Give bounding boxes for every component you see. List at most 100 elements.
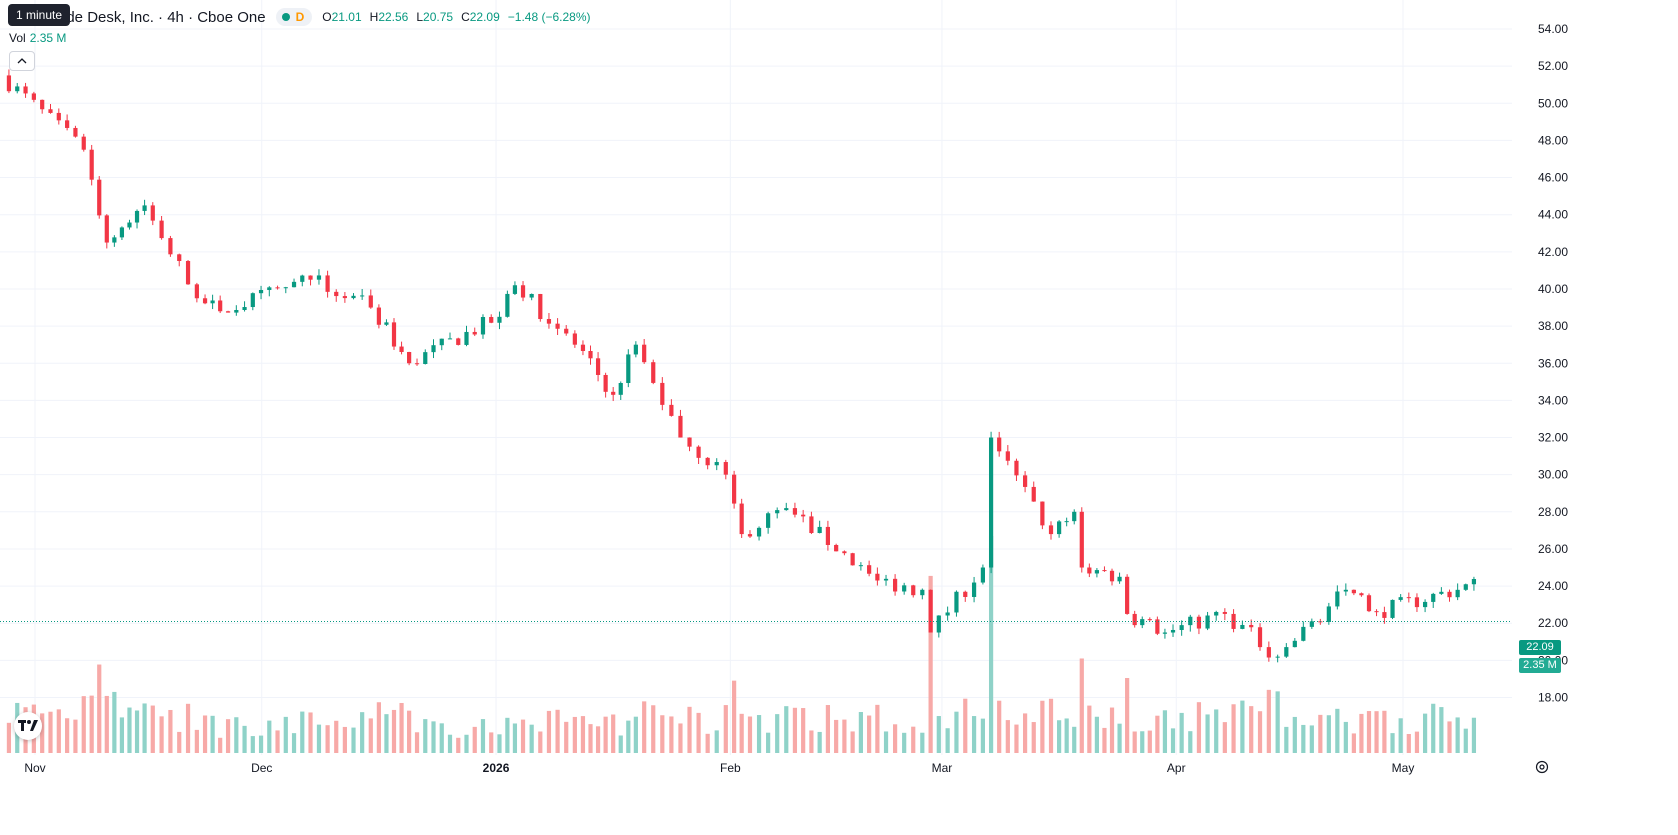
volume-bar bbox=[1447, 721, 1452, 753]
volume-bar bbox=[1275, 691, 1280, 753]
candle-body bbox=[588, 351, 593, 359]
candle-body bbox=[368, 295, 373, 308]
candle-body bbox=[642, 344, 647, 363]
candle-body bbox=[447, 338, 453, 340]
candle-body bbox=[127, 222, 132, 228]
volume-bar bbox=[177, 731, 182, 753]
candle-body bbox=[633, 344, 638, 355]
volume-bar bbox=[464, 734, 469, 753]
volume-bar bbox=[291, 733, 297, 753]
volume-bar bbox=[1147, 730, 1152, 753]
time-tick-label: Nov bbox=[24, 761, 45, 775]
candle-body bbox=[81, 136, 86, 150]
candle-body bbox=[1422, 601, 1428, 608]
candle-body bbox=[732, 474, 737, 504]
candle-body bbox=[384, 322, 389, 325]
gear-icon[interactable] bbox=[1534, 759, 1550, 775]
candle-body bbox=[520, 285, 526, 298]
volume-bar bbox=[595, 726, 601, 753]
volume-bar bbox=[300, 711, 305, 753]
candle-body bbox=[792, 508, 798, 515]
open-label: O bbox=[322, 10, 332, 24]
symbol-legend[interactable]: ade Desk, Inc. · 4h · Cboe One D O21.01 … bbox=[58, 7, 591, 27]
candle-body bbox=[1048, 525, 1054, 535]
volume-bar bbox=[505, 717, 510, 753]
candle-body bbox=[928, 589, 933, 633]
volume-bar bbox=[342, 726, 347, 753]
volume-bar bbox=[360, 712, 365, 753]
candle-body bbox=[489, 317, 494, 323]
market-status[interactable]: D bbox=[275, 8, 313, 26]
tradingview-logo-icon bbox=[18, 720, 38, 731]
time-axis[interactable]: Nov Dec 2026 Feb Mar Apr May bbox=[24, 761, 1414, 775]
volume-bar bbox=[1132, 731, 1137, 753]
volume-bar bbox=[642, 701, 647, 753]
volume-bar bbox=[555, 709, 560, 753]
volume-bar bbox=[920, 732, 925, 753]
price-axis[interactable]: 54.00 52.00 50.00 48.00 46.00 44.00 42.00 40.00… bbox=[1538, 22, 1568, 705]
volume-bar bbox=[1343, 721, 1348, 753]
volume-legend[interactable]: Vol 2.35 M bbox=[9, 31, 66, 45]
volume-bar bbox=[1366, 711, 1372, 753]
candle-body bbox=[1284, 647, 1289, 657]
candle-body bbox=[687, 437, 692, 447]
candle-body bbox=[1398, 597, 1403, 600]
candle-body bbox=[1343, 589, 1348, 592]
candle-body bbox=[40, 99, 45, 110]
candle-body bbox=[1179, 625, 1184, 630]
candle-body bbox=[1257, 627, 1263, 648]
candle-body bbox=[194, 284, 199, 299]
volume-bar bbox=[1140, 731, 1145, 753]
volume-bar bbox=[168, 709, 173, 753]
volume-bar bbox=[512, 723, 518, 753]
volume-bar bbox=[963, 698, 968, 753]
volume-bar bbox=[538, 731, 543, 753]
volume-bar bbox=[1284, 726, 1289, 753]
volume-bar bbox=[1439, 707, 1444, 753]
candle-body bbox=[1205, 615, 1210, 629]
volume-bar bbox=[1214, 709, 1219, 753]
volume-bar bbox=[351, 727, 356, 753]
candle-body bbox=[1249, 624, 1254, 628]
candle-body bbox=[1109, 570, 1115, 582]
candle-body bbox=[351, 295, 356, 299]
collapse-legend-button[interactable] bbox=[9, 51, 35, 71]
price-tick-label: 44.00 bbox=[1538, 208, 1568, 222]
volume-bar bbox=[911, 726, 916, 753]
volume-bar bbox=[334, 720, 339, 753]
tradingview-logo[interactable] bbox=[14, 712, 42, 740]
chevron-up-icon bbox=[17, 58, 27, 64]
volume-bar bbox=[150, 705, 155, 753]
candle-body bbox=[1072, 511, 1077, 522]
candle-body bbox=[225, 311, 231, 313]
volume-bar bbox=[480, 719, 486, 753]
volume-bar bbox=[1040, 700, 1045, 753]
candle-body bbox=[954, 591, 959, 613]
volume-bar bbox=[316, 724, 322, 753]
volume-bar bbox=[603, 716, 608, 753]
candle-body bbox=[1022, 475, 1028, 487]
volume-bar bbox=[1057, 720, 1062, 753]
candle-body bbox=[1162, 632, 1168, 634]
candle-body bbox=[210, 300, 215, 304]
candle-body bbox=[399, 346, 404, 352]
volume-bar bbox=[89, 695, 94, 753]
price-tick-label: 50.00 bbox=[1538, 96, 1568, 110]
candle-body bbox=[48, 109, 53, 113]
candle-body bbox=[423, 352, 428, 364]
candle-body bbox=[1359, 593, 1364, 596]
volume-bar bbox=[971, 716, 977, 753]
candle-body bbox=[142, 205, 147, 211]
candle-body bbox=[456, 338, 461, 345]
candle-body bbox=[971, 582, 977, 597]
volume-bar bbox=[756, 715, 762, 753]
candle-body bbox=[756, 527, 762, 537]
candle-body bbox=[564, 328, 569, 334]
symbol-title[interactable]: ade Desk, Inc. · 4h · Cboe One bbox=[58, 8, 266, 26]
candle-body bbox=[834, 544, 839, 552]
price-tick-label: 38.00 bbox=[1538, 319, 1568, 333]
delayed-flag: D bbox=[295, 10, 305, 24]
volume-bar bbox=[1179, 712, 1184, 753]
volume-bar bbox=[1005, 720, 1010, 753]
